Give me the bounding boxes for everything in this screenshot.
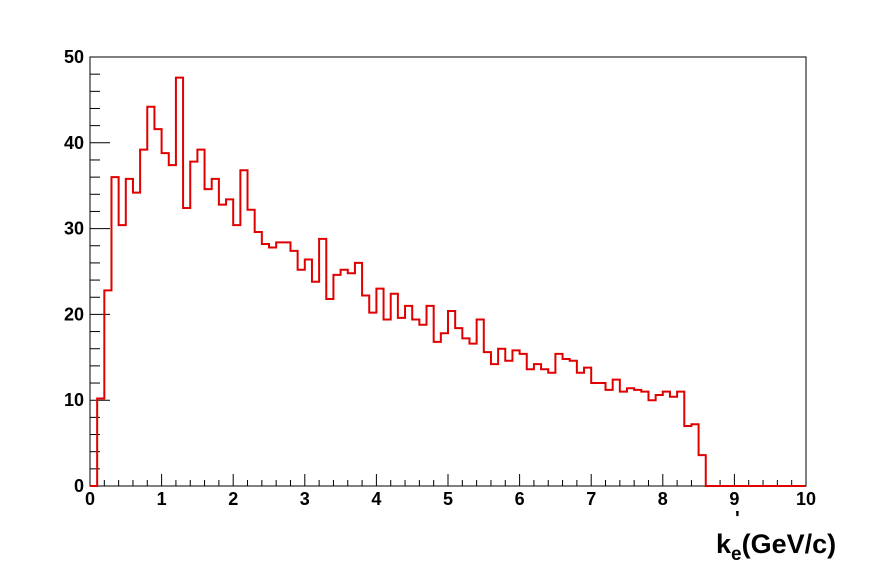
x-axis-title: ke(GeV/c) bbox=[716, 529, 836, 565]
x-tick-label: 9 bbox=[729, 489, 739, 509]
y-tick-label: 10 bbox=[64, 390, 84, 410]
y-tick-label: 40 bbox=[64, 133, 84, 153]
x-tick-labels: 0 1 2 3 4 5 6 7 8 9 10 bbox=[85, 489, 816, 509]
x-axis-title-main: k bbox=[716, 529, 732, 559]
histogram-series-line bbox=[90, 76, 806, 487]
x-tick-label: 6 bbox=[515, 489, 525, 509]
x-axis-title-rest: (GeV/c) bbox=[742, 529, 837, 559]
y-tick-labels: 0 10 20 30 40 50 bbox=[64, 47, 84, 496]
x-axis-title-prime: ' bbox=[735, 508, 740, 530]
x-tick-label: 8 bbox=[658, 489, 668, 509]
x-tick-label: 4 bbox=[371, 489, 381, 509]
y-tick-label: 0 bbox=[74, 476, 84, 496]
x-tick-label: 5 bbox=[443, 489, 453, 509]
y-tick-label: 50 bbox=[64, 47, 84, 67]
plot-frame bbox=[89, 56, 807, 487]
y-tick-label: 30 bbox=[64, 219, 84, 239]
x-axis-title-subscript: e bbox=[731, 544, 742, 565]
x-tick-label: 10 bbox=[796, 489, 816, 509]
y-tick-label: 20 bbox=[64, 304, 84, 324]
x-tick-label: 7 bbox=[586, 489, 596, 509]
x-tick-label: 1 bbox=[157, 489, 167, 509]
x-axis bbox=[89, 474, 807, 486]
y-axis bbox=[90, 56, 110, 487]
x-tick-label: 0 bbox=[85, 489, 95, 509]
x-tick-label: 2 bbox=[228, 489, 238, 509]
x-tick-label: 3 bbox=[300, 489, 310, 509]
